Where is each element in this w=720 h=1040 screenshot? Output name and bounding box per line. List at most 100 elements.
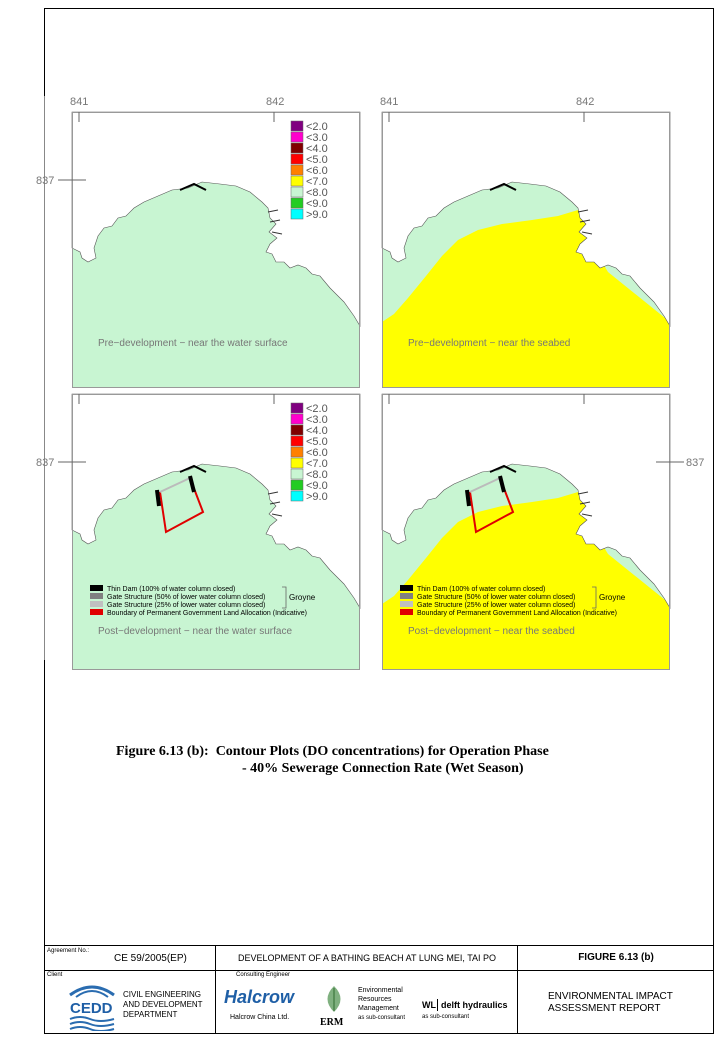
- groyne-label: Groyne: [599, 593, 626, 602]
- map-caption: Pre−development − near the water surface: [98, 338, 288, 349]
- gate-structure: [159, 477, 191, 493]
- legend-label: <7.0: [306, 176, 328, 188]
- legend-swatch: [290, 153, 304, 165]
- legend-label: <2.0: [306, 121, 328, 133]
- legend-label: <7.0: [306, 458, 328, 470]
- figure-title-line2: - 40% Sewerage Connection Rate (Wet Seas…: [242, 761, 524, 776]
- structure-swatch: [90, 609, 103, 615]
- figure-number-cell: FIGURE 6.13 (b): [518, 945, 714, 970]
- consulting-label: Consulting Engineer: [236, 972, 291, 978]
- shore-groyne: [271, 513, 283, 517]
- legend-swatch: [290, 424, 304, 436]
- map-frame: [382, 394, 670, 670]
- structure-swatch: [400, 609, 413, 615]
- legend-swatch: [290, 186, 304, 198]
- shore-groyne: [267, 491, 279, 495]
- contour-map-post-surface: 837 Thin Dam (100% of water column closed…: [36, 393, 361, 670]
- legend-label: <9.0: [306, 480, 328, 492]
- gate-structure: [469, 477, 501, 493]
- map-caption: Pre−development − near the seabed: [408, 338, 570, 349]
- map-frame: [382, 112, 670, 388]
- shore-groyne: [581, 513, 593, 517]
- groyne-bracket: [282, 586, 287, 609]
- erm-name: Environmental Resources Management: [358, 987, 403, 1012]
- delft-subconsultant: as sub-consultant: [422, 1014, 470, 1020]
- structure-swatch: [90, 601, 103, 607]
- legend-label: <3.0: [306, 414, 328, 426]
- wl-divider: [437, 999, 438, 1011]
- legend-label: <8.0: [306, 187, 328, 199]
- shore-groyne: [577, 209, 589, 213]
- halcrow-subtitle: Halcrow China Ltd.: [230, 1014, 290, 1021]
- title-block: Agreement No.: CE 59/2005(EP) DEVELOPMEN…: [44, 945, 714, 1034]
- cedd-logo-icon: [68, 985, 116, 1031]
- map-frame: [72, 394, 360, 670]
- legend-label: <8.0: [306, 469, 328, 481]
- land-allocation-boundary: [159, 477, 205, 534]
- legend-label: <5.0: [306, 154, 328, 166]
- legend-swatch: [290, 131, 304, 143]
- seawall-line: [179, 182, 207, 191]
- land-allocation-boundary: [469, 477, 515, 534]
- map-caption: Post−development − near the seabed: [408, 626, 575, 637]
- legend-swatch: [290, 479, 304, 491]
- structure-swatch: [90, 593, 103, 599]
- halcrow-logo: Halcrow: [224, 987, 295, 1007]
- client-cell: Client CEDD CIVIL ENGINEERING AND DEVELO…: [44, 971, 216, 1034]
- legend-label: <3.0: [306, 132, 328, 144]
- shore-groyne: [269, 219, 281, 223]
- legend-swatch: [290, 142, 304, 154]
- erm-wordmark: ERM: [320, 1017, 344, 1028]
- shore-groyne: [581, 231, 593, 235]
- legend-label: <2.0: [306, 403, 328, 415]
- y-tick-label: 837: [36, 457, 54, 469]
- seawall-line: [489, 182, 517, 191]
- contour-map-post-seabed: 837 Thin Dam (100% of water column closed…: [381, 393, 704, 670]
- agreement-cell: Agreement No.: CE 59/2005(EP): [44, 945, 216, 970]
- legend-swatch: [290, 435, 304, 447]
- wl-logo: WL: [422, 1000, 436, 1010]
- figure-number: FIGURE 6.13 (b): [578, 952, 654, 963]
- structure-label: Gate Structure (25% of lower water colum…: [107, 602, 265, 609]
- map-canvas: 841 842 Pre−development − near the seabed: [380, 96, 671, 388]
- structure-swatch: [400, 593, 413, 599]
- consultant-cell: Consulting Engineer Halcrow Halcrow Chin…: [216, 971, 518, 1034]
- legend-swatch: [290, 468, 304, 480]
- structure-label: Gate Structure (50% of lower water colum…: [107, 594, 265, 601]
- legend-label: >9.0: [306, 209, 328, 221]
- thin-dam: [188, 475, 196, 493]
- shore-groyne: [579, 219, 591, 223]
- legend-swatch: [290, 490, 304, 502]
- erm-leaf-icon: [327, 986, 341, 1012]
- groyne-label: Groyne: [289, 593, 316, 602]
- seawall-line: [489, 464, 517, 473]
- agreement-number: CE 59/2005(EP): [114, 953, 187, 964]
- map-caption: Post−development − near the water surfac…: [98, 626, 292, 637]
- legend-swatch: [290, 446, 304, 458]
- x-tick-label: 841: [70, 96, 88, 108]
- legend-swatch: [290, 197, 304, 209]
- land-mass: [71, 111, 361, 328]
- map-canvas: 837 Thin Dam (100% of water column closed…: [381, 393, 704, 670]
- legend-swatch: [290, 120, 304, 132]
- x-tick-label: 841: [380, 96, 398, 108]
- legend-label: >9.0: [306, 491, 328, 503]
- margin-line: [44, 96, 45, 660]
- cedd-department: CIVIL ENGINEERING AND DEVELOPMENT DEPART…: [123, 990, 203, 1019]
- map-frame: [72, 112, 360, 388]
- legend-label: <4.0: [306, 425, 328, 437]
- figure-label: Figure 6.13 (b):: [116, 744, 209, 759]
- legend-label: <4.0: [306, 143, 328, 155]
- report-title: ENVIRONMENTAL IMPACT ASSESSMENT REPORT: [548, 991, 673, 1014]
- groyne-bracket: [592, 586, 597, 609]
- x-tick-label: 842: [266, 96, 284, 108]
- legend-swatch: [290, 402, 304, 414]
- seawall-line: [179, 464, 207, 473]
- legend-swatch: [290, 208, 304, 220]
- project-cell: DEVELOPMENT OF A BATHING BEACH AT LUNG M…: [216, 945, 518, 970]
- map-canvas: 837 Thin Dam (100% of water column closed…: [36, 393, 361, 670]
- legend-label: <6.0: [306, 447, 328, 459]
- legend-label: <6.0: [306, 165, 328, 177]
- cedd-wordmark: CEDD: [70, 1000, 113, 1017]
- legend-label: <9.0: [306, 198, 328, 210]
